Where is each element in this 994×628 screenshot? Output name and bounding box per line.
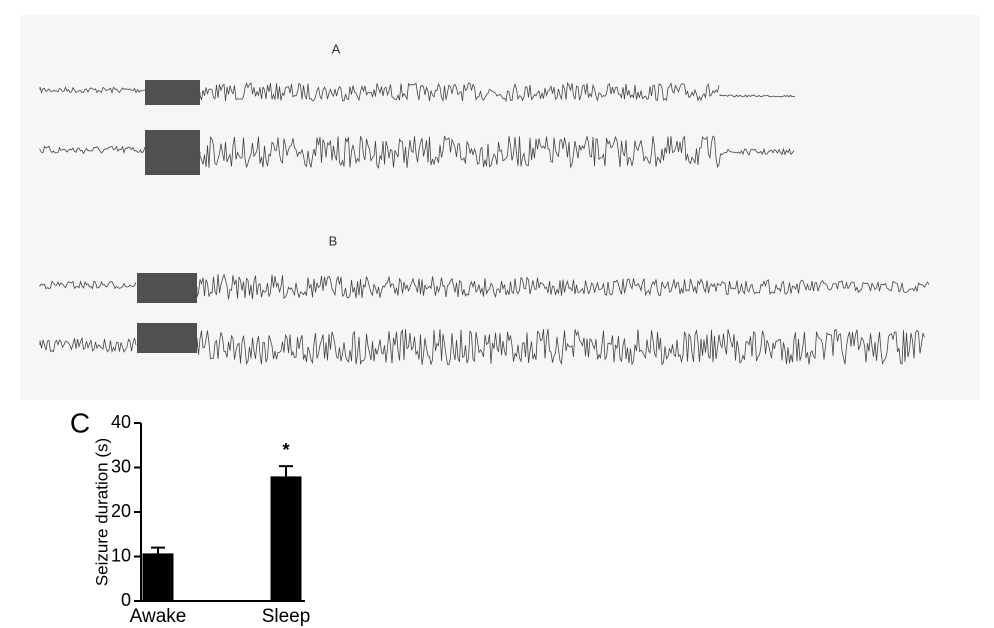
y-tick-label: 0	[121, 590, 131, 610]
eeg-trace	[196, 273, 930, 300]
y-tick-label: 30	[111, 456, 131, 476]
y-axis-label: Seizure duration (s)	[92, 438, 111, 586]
panel-label: C	[70, 407, 90, 438]
eeg-burst	[137, 273, 197, 303]
significance-marker: *	[282, 440, 289, 460]
eeg-burst	[145, 130, 200, 175]
eeg-trace	[39, 280, 137, 290]
eeg-trace	[39, 86, 146, 94]
eeg-trace	[719, 94, 796, 98]
eeg-burst	[137, 323, 197, 353]
eeg-trace	[199, 81, 720, 102]
x-tick-label: Sleep	[262, 606, 311, 627]
bar	[142, 553, 174, 601]
eeg-burst	[145, 80, 200, 105]
eeg-trace	[196, 328, 925, 366]
y-tick-label: 20	[111, 501, 131, 521]
bar	[270, 476, 302, 601]
y-tick-label: 10	[111, 545, 131, 565]
eeg-trace	[39, 336, 137, 354]
eeg-trace	[199, 135, 795, 169]
eeg-trace	[39, 145, 146, 155]
panel-label: B	[329, 233, 338, 248]
panel-label: A	[332, 41, 341, 56]
eeg-traces	[39, 80, 930, 366]
y-tick-label: 40	[111, 412, 131, 432]
x-tick-label: Awake	[130, 606, 187, 627]
